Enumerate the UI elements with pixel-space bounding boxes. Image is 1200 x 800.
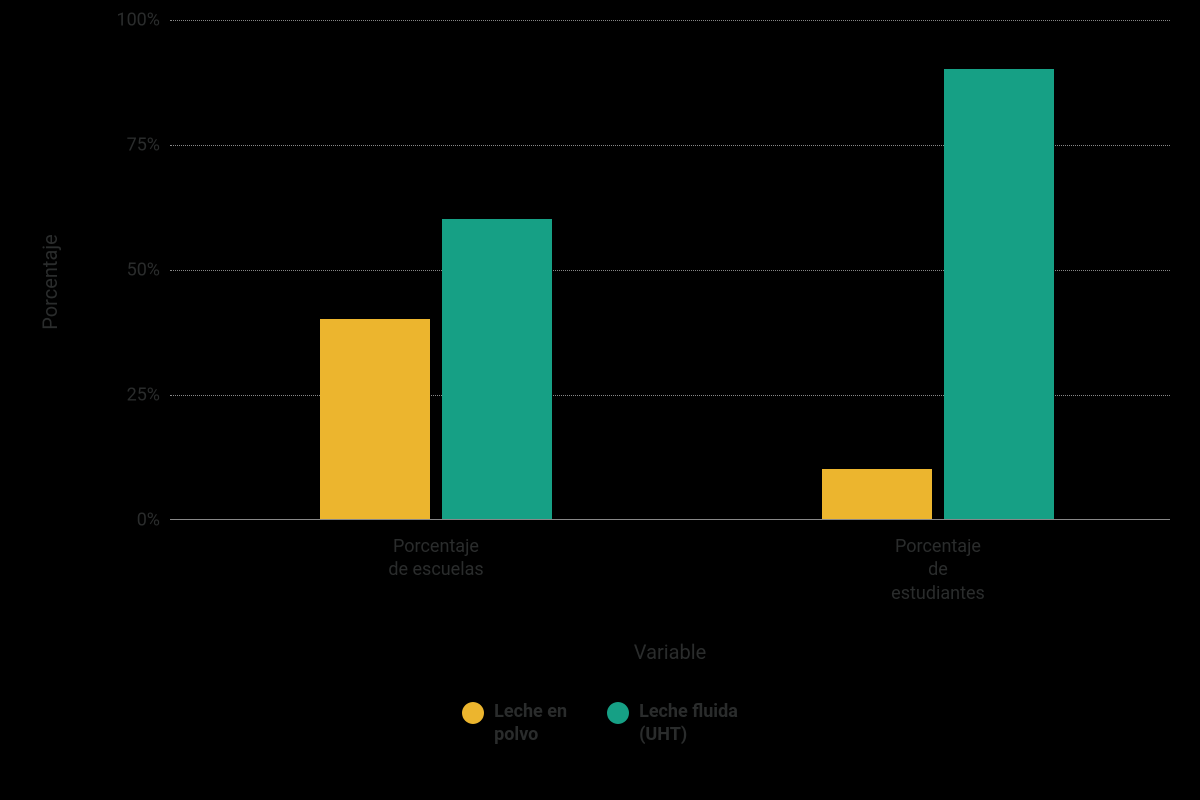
legend-swatch — [462, 702, 484, 724]
legend: Leche en polvo Leche fluida (UHT) — [0, 700, 1200, 747]
bar-uht-estudiantes — [944, 69, 1054, 519]
chart-container: Porcentaje Variable 0%25%50%75%100%Porce… — [80, 20, 1170, 590]
x-tick-label: Porcentaje de escuelas — [320, 535, 552, 582]
x-tick-label: Porcentaje de estudiantes — [822, 535, 1054, 605]
y-tick-label: 50% — [100, 260, 160, 281]
bar-polvo-escuelas — [320, 319, 430, 519]
legend-swatch — [607, 702, 629, 724]
bar-polvo-estudiantes — [822, 469, 932, 519]
x-axis-title: Variable — [170, 640, 1170, 664]
y-tick-label: 25% — [100, 385, 160, 406]
y-axis-title: Porcentaje — [38, 234, 62, 329]
legend-label: Leche fluida (UHT) — [639, 700, 738, 747]
legend-label: Leche en polvo — [494, 700, 567, 747]
grid-line — [170, 20, 1170, 21]
legend-item-uht: Leche fluida (UHT) — [607, 700, 738, 747]
y-tick-label: 0% — [100, 510, 160, 531]
plot-area — [170, 20, 1170, 520]
bar-uht-escuelas — [442, 219, 552, 519]
y-tick-label: 100% — [100, 10, 160, 31]
legend-item-polvo: Leche en polvo — [462, 700, 567, 747]
y-tick-label: 75% — [100, 135, 160, 156]
